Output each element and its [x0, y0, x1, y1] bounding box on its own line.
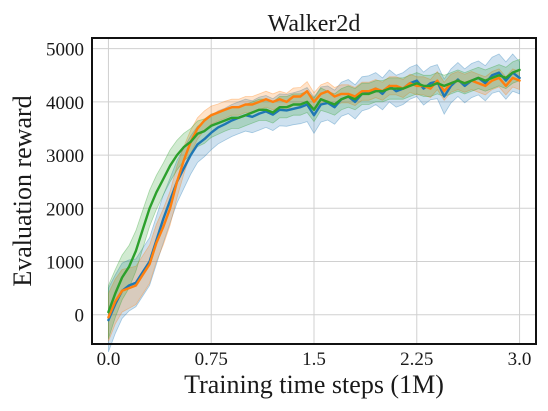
y-tick-label: 1000: [46, 253, 84, 274]
series-1-band: [108, 53, 520, 353]
series-lines: [107, 68, 521, 322]
x-tick-label: 1.5: [302, 349, 326, 370]
y-tick-label: 0: [75, 306, 85, 327]
y-tick-label: 4000: [46, 93, 84, 114]
y-tick-labels: 0 1000 2000 3000 4000 5000: [46, 40, 84, 327]
y-axis-title: Evaluation reward: [8, 95, 37, 286]
x-tick-label: 0.0: [97, 349, 121, 370]
plot-frame: [91, 37, 537, 345]
series-3-line: [107, 68, 521, 314]
x-tick-label: 3.0: [508, 349, 532, 370]
y-tick-label: 2000: [46, 199, 84, 220]
grid: [92, 38, 536, 344]
series-2-band: [108, 68, 520, 342]
x-tick-labels: 0.0 0.75 1.5 2.25 3.0: [97, 349, 532, 370]
x-tick-label: 0.75: [195, 349, 228, 370]
chart-title: Walker2d: [268, 11, 361, 37]
y-tick-label: 3000: [46, 146, 84, 167]
x-tick-label: 2.25: [400, 349, 433, 370]
y-tick-label: 5000: [46, 40, 84, 61]
x-axis-title: Training time steps (1M): [184, 370, 444, 399]
